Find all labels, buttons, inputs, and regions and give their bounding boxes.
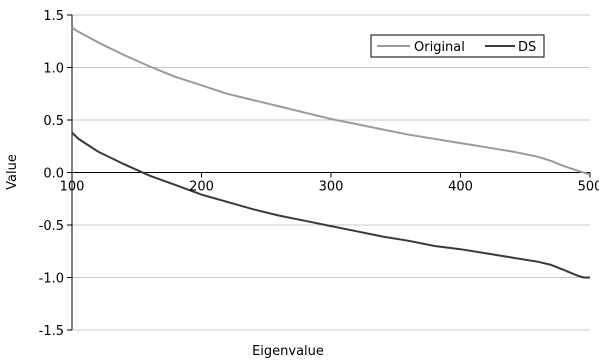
x-axis-title: Eigenvalue <box>252 344 324 359</box>
y-tick-label: 1.5 <box>43 9 64 24</box>
series-line-original <box>71 26 591 176</box>
legend-box <box>370 34 545 58</box>
x-tick-label: 200 <box>189 180 214 195</box>
legend-label-ds: DS <box>518 40 536 55</box>
y-tick-label: -0.5 <box>39 219 64 234</box>
legend: Original DS <box>370 34 545 58</box>
x-tick-label: 100 <box>60 180 85 195</box>
y-axis-title: Value <box>5 154 20 190</box>
y-tick-label: -1.0 <box>39 272 64 287</box>
x-tick-label: 500 <box>578 180 599 195</box>
legend-label-original: Original <box>414 40 465 55</box>
tick-labels: -1.5 -1.0 -0.5 0.0 0.5 1.0 1.5 100 200 300 400 500 <box>39 9 599 339</box>
x-tick-label: 400 <box>448 180 473 195</box>
series-line-ds <box>71 131 590 279</box>
y-tick-label: 0.5 <box>43 114 64 129</box>
x-tick-label: 300 <box>319 180 344 195</box>
y-tick-label: 0.0 <box>43 167 64 182</box>
axes <box>67 14 591 331</box>
y-tick-label: -1.5 <box>39 324 64 339</box>
series-lines <box>71 26 591 279</box>
y-tick-label: 1.0 <box>43 62 64 77</box>
